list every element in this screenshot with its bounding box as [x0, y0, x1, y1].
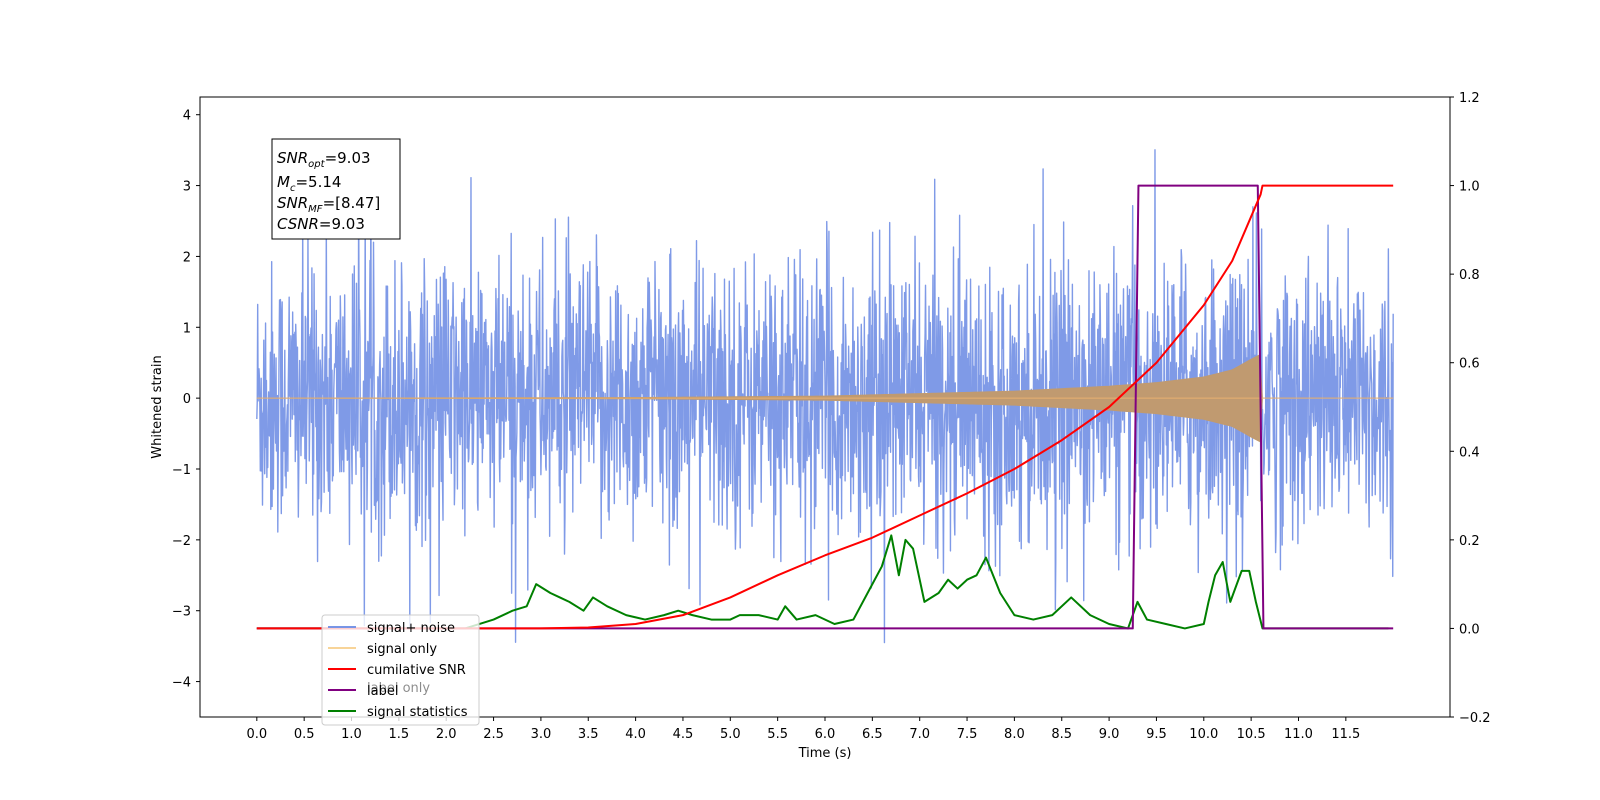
annotation-box: SNRopt=9.03 Mc=5.14 SNRMF=[8.47] CSNR=9.…	[271, 138, 401, 240]
x-tick-label: 2.0	[436, 727, 457, 742]
legend-frame	[321, 614, 480, 726]
x-tick-label: 11.0	[1284, 727, 1313, 742]
x-tick-label: 6.5	[862, 727, 883, 742]
y-right-tick-label: 0.0	[1459, 622, 1480, 637]
x-tick-label: 8.0	[1004, 727, 1025, 742]
x-tick-label: 5.0	[720, 727, 741, 742]
plot-area	[256, 141, 1394, 644]
x-tick-label: 6.0	[815, 727, 836, 742]
y-right-tick-label: 1.0	[1459, 180, 1480, 195]
x-tick-label: 7.5	[957, 727, 978, 742]
series-signal-statistics-line	[256, 534, 1389, 630]
x-tick-label: 4.0	[625, 727, 646, 742]
x-tick-label: 9.0	[1099, 727, 1120, 742]
x-axis-title: Time (s)	[798, 746, 852, 761]
y-left-tick-label: −4	[172, 676, 191, 691]
y-left-tick-label: −3	[172, 605, 191, 620]
annotation-snr-opt: SNRopt=9.03	[277, 149, 371, 170]
y-right-tick-label: 0.8	[1459, 268, 1480, 283]
legend-hidden-entry: label only	[367, 681, 430, 696]
x-tick-label: 3.0	[531, 727, 552, 742]
y-right-tick-label: 0.6	[1459, 357, 1480, 372]
x-tick-label: 4.5	[673, 727, 694, 742]
y-left-tick-label: −2	[172, 534, 191, 549]
y-left-tick-label: −1	[172, 463, 191, 478]
legend-label: label	[367, 684, 398, 699]
legend-label: cumilative SNR	[367, 663, 466, 678]
legend-label: signal only	[367, 642, 437, 657]
legend: label only signal+ noise signal only cumil…	[321, 614, 480, 726]
x-tick-label: 10.0	[1189, 727, 1218, 742]
x-tick-label: 9.5	[1146, 727, 1167, 742]
x-tick-label: 7.0	[909, 727, 930, 742]
y-right-tick-label: −0.2	[1459, 711, 1491, 726]
y-left-tick-label: 2	[183, 250, 191, 265]
y-axis-left: −4 −3 −2 −1 0 1 2 3 4	[172, 109, 200, 691]
series-label-line	[256, 184, 1394, 630]
y-left-tick-label: 1	[183, 321, 191, 336]
annotation-snr-mf: SNRMF=[8.47]	[277, 194, 380, 215]
y-left-tick-label: 0	[183, 392, 191, 407]
y-right-tick-label: 0.4	[1459, 445, 1480, 460]
x-tick-label: 1.5	[389, 727, 410, 742]
y-axis-title: Whitened strain	[150, 355, 165, 458]
y-left-tick-label: 3	[183, 180, 191, 195]
annotation-csnr: CSNR=9.03	[277, 215, 365, 233]
x-tick-label: 11.5	[1331, 727, 1360, 742]
legend-label: signal+ noise	[367, 621, 455, 636]
annotation-mc: Mc=5.14	[277, 173, 341, 194]
x-tick-label: 1.0	[341, 727, 362, 742]
y-left-tick-label: 4	[183, 109, 191, 124]
y-right-tick-label: 1.2	[1459, 91, 1480, 106]
x-tick-label: 0.0	[246, 727, 267, 742]
x-tick-label: 0.5	[294, 727, 315, 742]
x-tick-label: 2.5	[483, 727, 504, 742]
x-tick-label: 8.5	[1051, 727, 1072, 742]
x-tick-label: 10.5	[1237, 727, 1266, 742]
y-right-tick-label: 0.2	[1459, 534, 1480, 549]
x-axis: 0.0 0.5 1.0 1.5 2.0 2.5 3.0 3.5 4.0 4.5 5.0 5.5 6.0 6…	[246, 717, 1360, 742]
y-axis-right: −0.2 0.0 0.2 0.4 0.6 0.8 1.0 1.2	[1450, 91, 1491, 726]
series-cumulative-snr-line	[256, 184, 1394, 630]
annotation-frame	[271, 138, 401, 240]
legend-label: signal statistics	[367, 705, 468, 720]
x-tick-label: 3.5	[578, 727, 599, 742]
x-tick-label: 5.5	[767, 727, 788, 742]
